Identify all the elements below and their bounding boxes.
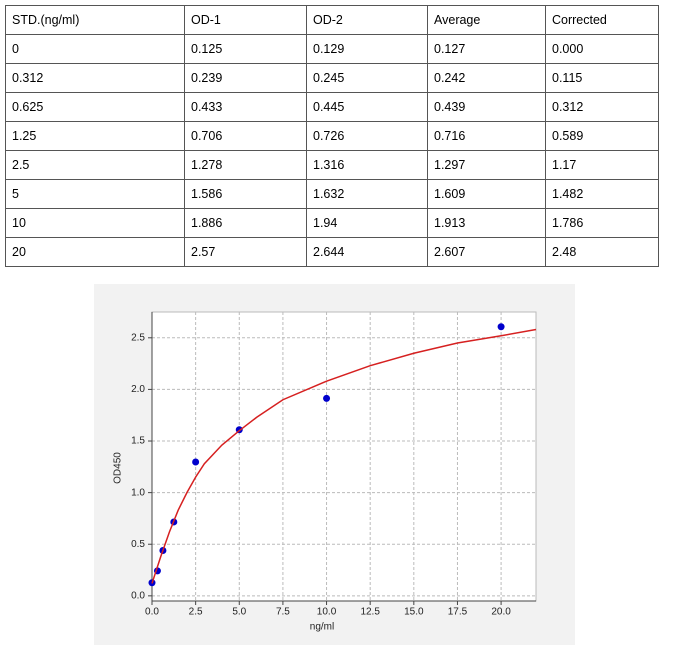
table-row: 0 0.125 0.129 0.127 0.000 [5,34,659,64]
x-axis-label: ng/ml [310,622,334,633]
x-tick-label: 0.0 [145,607,159,618]
table-cell: 5 [5,179,185,209]
x-tick-label: 12.5 [360,607,380,618]
y-tick-label: 0.0 [131,590,145,601]
table-row: 10 1.886 1.94 1.913 1.786 [5,208,659,238]
y-tick-label: 2.5 [131,332,145,343]
data-table: STD.(ng/ml) OD-1 OD-2 Average Corrected 0 0.12… [5,5,659,267]
y-tick-label: 0.5 [131,539,145,550]
table-cell: 2.644 [306,237,428,267]
table-cell: 2.57 [184,237,307,267]
table-cell: 0.625 [5,92,185,122]
table-cell: 0.245 [306,63,428,93]
x-tick-label: 7.5 [276,607,290,618]
data-point [192,458,200,466]
table-cell: Corrected [545,5,659,35]
x-tick-label: 10.0 [317,607,337,618]
data-point [323,394,331,402]
data-point [497,323,505,331]
plot-area [151,311,537,602]
table-cell: STD.(ng/ml) [5,5,185,35]
x-tick-label: 2.5 [189,607,203,618]
table-cell: 1.609 [427,179,546,209]
x-tick-label: 17.5 [448,607,468,618]
table-cell: Average [427,5,546,35]
table-row: 0.625 0.433 0.445 0.439 0.312 [5,92,659,122]
table-cell: 2.607 [427,237,546,267]
table-cell: 0.439 [427,92,546,122]
table-cell: 1.278 [184,150,307,180]
y-tick-label: 2.0 [131,384,145,395]
x-tick-label: 15.0 [404,607,424,618]
table-cell: OD-1 [184,5,307,35]
header-row: STD.(ng/ml) OD-1 OD-2 Average Corrected [5,5,659,35]
table-cell: 1.786 [545,208,659,238]
table-cell: 0.706 [184,121,307,151]
table-cell: 0.242 [427,63,546,93]
y-axis-label: OD450 [113,452,124,484]
table-row: 20 2.57 2.644 2.607 2.48 [5,237,659,267]
fit-curve [151,328,537,584]
y-tick-label: 1.5 [131,436,145,447]
y-tick-label: 1.0 [131,487,145,498]
table-cell: 20 [5,237,185,267]
table-cell: 1.94 [306,208,428,238]
x-tick-label: 5.0 [232,607,246,618]
table-cell: 0.129 [306,34,428,64]
table-cell: 1.297 [427,150,546,180]
table-cell: 1.17 [545,150,659,180]
table-row: 5 1.586 1.632 1.609 1.482 [5,179,659,209]
table-cell: 0.445 [306,92,428,122]
x-tick-label: 20.0 [491,607,511,618]
table-cell: 2.48 [545,237,659,267]
table-cell: 0.125 [184,34,307,64]
table-cell: 0.716 [427,121,546,151]
